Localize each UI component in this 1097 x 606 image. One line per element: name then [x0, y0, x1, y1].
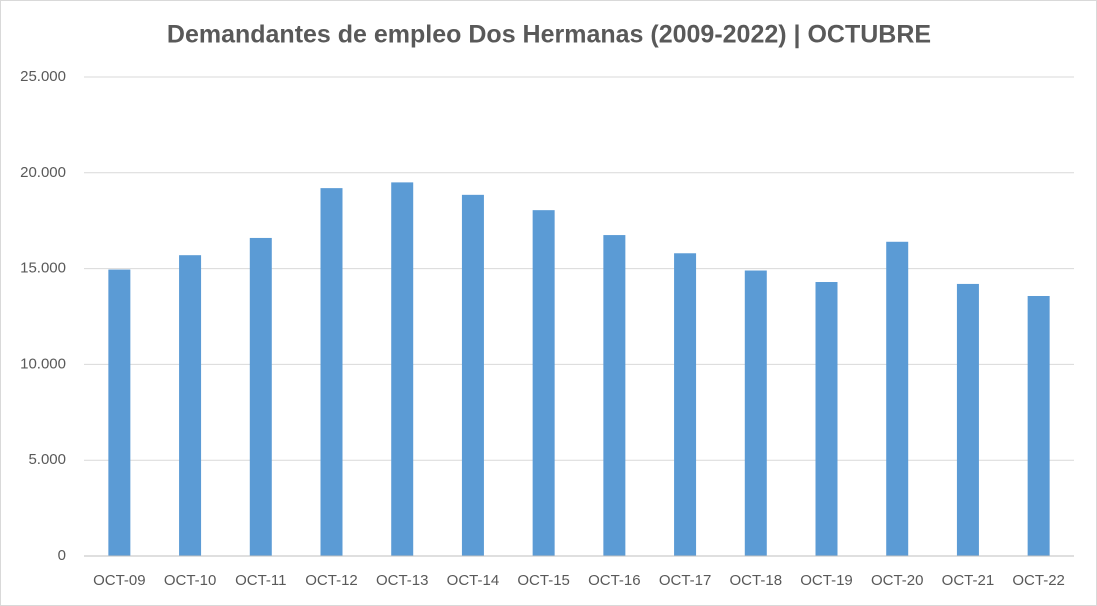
bar	[1027, 295, 1050, 556]
bar	[320, 188, 343, 557]
x-tick-label: OCT-10	[164, 572, 217, 589]
x-tick-label: OCT-16	[588, 572, 641, 589]
bar	[108, 269, 131, 556]
bar	[532, 210, 555, 557]
bar	[179, 255, 202, 557]
chart-title: Demandantes de empleo Dos Hermanas (2009…	[167, 21, 931, 49]
x-tick-label: OCT-19	[800, 572, 853, 589]
bar	[461, 194, 484, 557]
bar	[249, 237, 272, 556]
bar	[674, 253, 697, 556]
bar	[603, 235, 626, 556]
x-tick-label: OCT-09	[93, 572, 146, 589]
y-tick-label: 25.000	[20, 68, 66, 85]
x-tick-label: OCT-22	[1012, 572, 1065, 589]
x-tick-label: OCT-12	[305, 572, 358, 589]
bar	[815, 282, 838, 556]
x-tick-label: OCT-17	[659, 572, 712, 589]
y-tick-label: 5.000	[28, 451, 66, 468]
y-tick-label: 20.000	[20, 164, 66, 181]
x-tick-label: OCT-18	[730, 572, 783, 589]
bar	[956, 283, 979, 556]
bar	[886, 241, 909, 556]
x-tick-label: OCT-13	[376, 572, 429, 589]
bar	[744, 270, 767, 556]
x-tick-label: OCT-14	[447, 572, 500, 589]
x-tick-label: OCT-11	[235, 572, 286, 589]
x-tick-label: OCT-21	[942, 572, 995, 589]
x-tick-label: OCT-15	[517, 572, 570, 589]
y-tick-label: 15.000	[20, 260, 66, 277]
y-tick-label: 0	[58, 547, 66, 564]
bar	[391, 182, 414, 556]
x-tick-label: OCT-20	[871, 572, 924, 589]
y-tick-label: 10.000	[20, 355, 66, 372]
